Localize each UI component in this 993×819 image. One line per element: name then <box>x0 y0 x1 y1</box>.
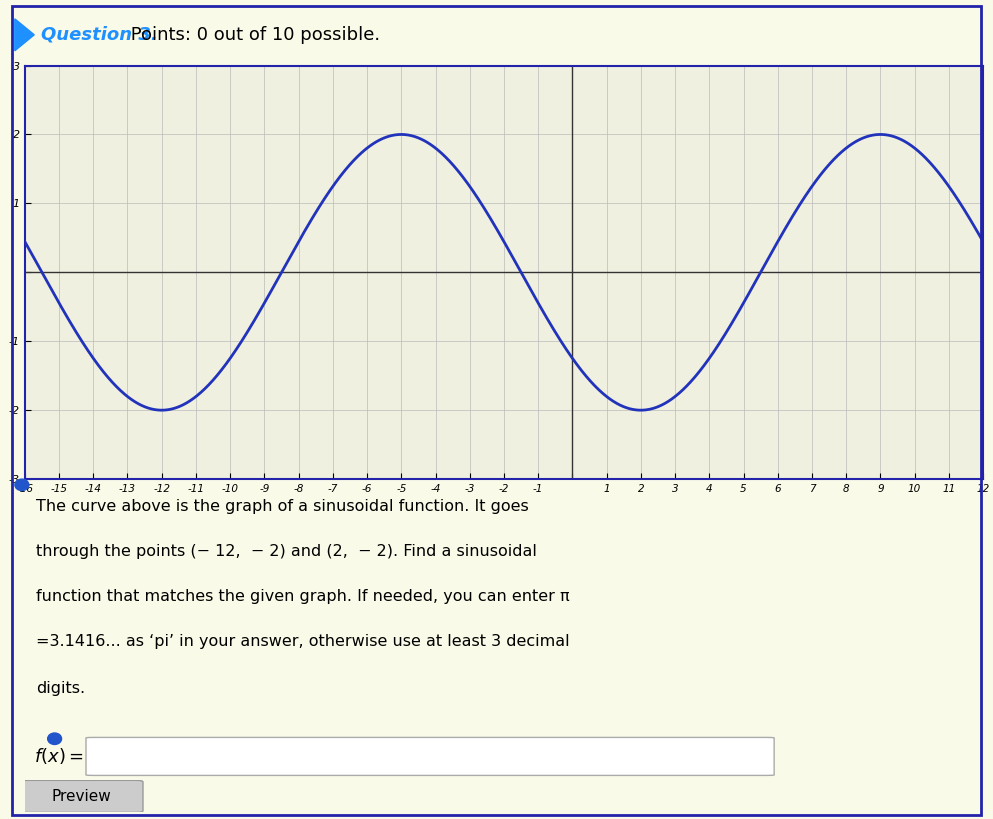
Text: Preview: Preview <box>52 789 111 803</box>
Text: The curve above is the graph of a sinusoidal function. It goes: The curve above is the graph of a sinuso… <box>37 499 529 514</box>
Text: Points: 0 out of 10 possible.: Points: 0 out of 10 possible. <box>125 26 380 43</box>
Polygon shape <box>15 19 34 51</box>
Text: =3.1416... as ‘pi’ in your answer, otherwise use at least 3 decimal: =3.1416... as ‘pi’ in your answer, other… <box>37 634 570 649</box>
Text: through the points (− 12,  − 2) and (2,  − 2). Find a sinusoidal: through the points (− 12, − 2) and (2, −… <box>37 544 537 559</box>
Text: digits.: digits. <box>37 681 85 696</box>
FancyBboxPatch shape <box>86 737 775 776</box>
Text: Question 3.: Question 3. <box>41 26 158 43</box>
Text: function that matches the given graph. If needed, you can enter π: function that matches the given graph. I… <box>37 589 570 604</box>
Text: $f(x) =$: $f(x) =$ <box>34 746 83 766</box>
FancyBboxPatch shape <box>21 781 143 812</box>
